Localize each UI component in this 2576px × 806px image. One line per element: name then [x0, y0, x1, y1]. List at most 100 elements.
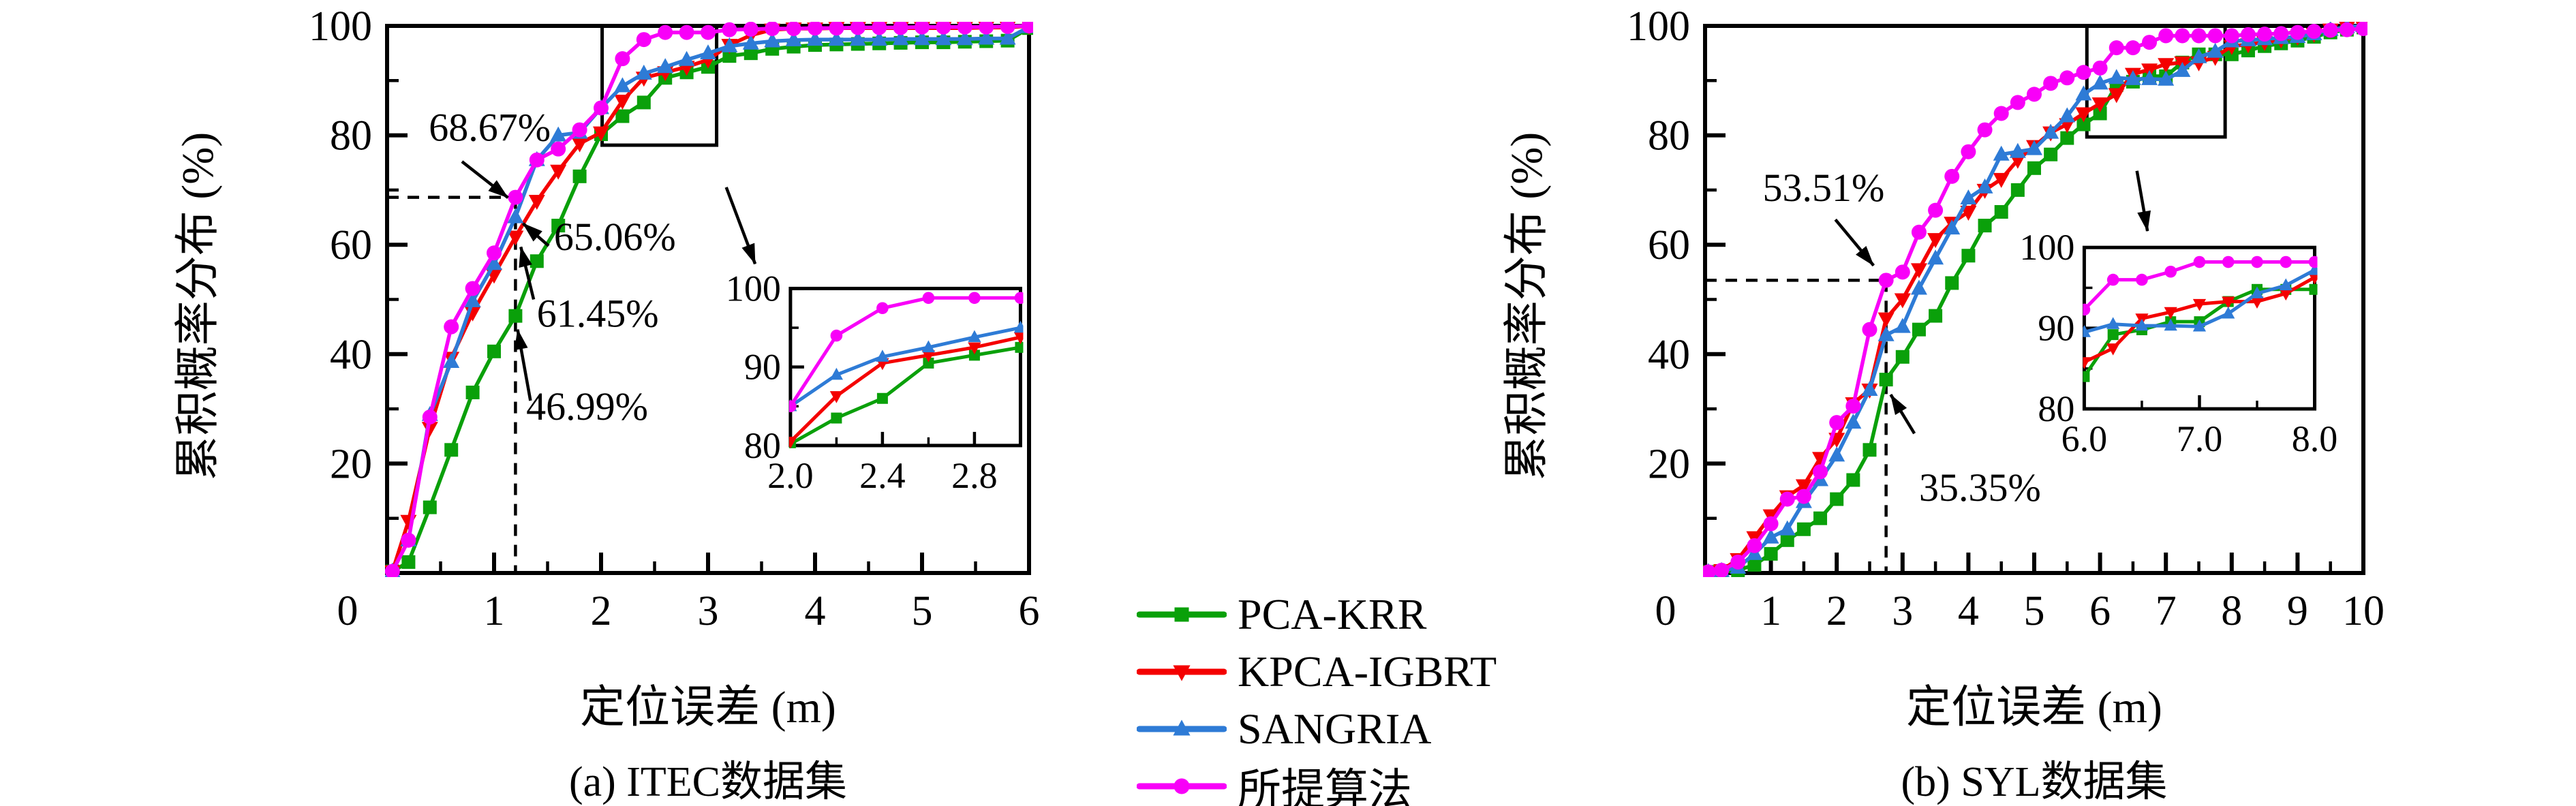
- x-tick-label: 1: [484, 588, 505, 634]
- y-tick-label: 100: [1627, 3, 1690, 50]
- marker-square: [572, 169, 587, 183]
- marker-circle: [385, 563, 400, 577]
- marker-circle: [594, 100, 609, 116]
- marker-square: [1813, 511, 1828, 525]
- x-tick-label: 1: [1760, 588, 1781, 634]
- marker-square: [1846, 473, 1860, 487]
- marker-triangle-down: [2083, 357, 2091, 369]
- inset-y-tick-label: 90: [744, 347, 781, 388]
- marker-square: [1895, 350, 1910, 364]
- marker-square: [1978, 219, 1992, 233]
- marker-circle: [2308, 255, 2318, 268]
- proposed-line-marker-icon: [1137, 778, 1227, 794]
- marker-square: [2309, 283, 2318, 295]
- marker-triangle-up: [849, 31, 866, 46]
- marker-circle: [2191, 28, 2207, 44]
- marker-triangle-up: [550, 126, 567, 142]
- marker-circle: [422, 409, 438, 425]
- marker-circle: [808, 22, 823, 36]
- inset-zoom-chart: 2.0 2.4 2.8 80 90 100: [726, 268, 1024, 496]
- marker-triangle-down: [2192, 298, 2207, 311]
- marker-circle: [2027, 87, 2042, 102]
- marker-circle: [2076, 65, 2091, 80]
- marker-triangle-up: [1762, 528, 1779, 544]
- marker-triangle-up: [2091, 74, 2109, 90]
- x-tick-label: 7: [2156, 588, 2177, 634]
- marker-circle: [743, 22, 758, 37]
- zoom-box-arrow: [2135, 170, 2151, 232]
- y-tick-label: 20: [1648, 441, 1690, 487]
- marker-triangle-up: [2222, 306, 2235, 319]
- marker-circle: [1779, 491, 1795, 507]
- marker-circle: [444, 319, 459, 335]
- marker-circle: [957, 22, 972, 35]
- marker-triangle-up: [2190, 48, 2207, 63]
- marker-triangle-up: [764, 32, 781, 48]
- marker-triangle-up: [1927, 249, 1944, 265]
- marker-triangle-up: [678, 50, 695, 66]
- marker-square: [551, 219, 566, 233]
- marker-triangle-up: [2026, 140, 2042, 155]
- inset-x-tick-label: 8.0: [2292, 418, 2338, 459]
- marker-triangle-down: [1927, 233, 1944, 249]
- marker-circle: [830, 329, 843, 342]
- marker-circle: [1747, 538, 1762, 553]
- marker-triangle-up: [2124, 69, 2141, 85]
- marker-square: [2060, 131, 2074, 145]
- marker-circle: [1845, 399, 1861, 414]
- marker-triangle-down: [2164, 307, 2177, 320]
- marker-circle: [979, 22, 994, 35]
- marker-triangle-up: [742, 34, 759, 50]
- marker-circle: [968, 292, 981, 305]
- inset-x-tick-label: 7.0: [2177, 418, 2223, 459]
- inset-series-line: [789, 345, 1021, 446]
- marker-circle: [636, 32, 651, 48]
- annotation-arrow: [521, 222, 550, 247]
- marker-triangle-up: [1013, 320, 1024, 333]
- annotation-text: 53.51%: [1762, 166, 1884, 210]
- legend-label-sangria: SANGRIA: [1238, 704, 1432, 753]
- marker-circle: [1977, 122, 1993, 138]
- marker-triangle-up: [978, 29, 995, 45]
- marker-triangle-down: [788, 436, 797, 448]
- marker-triangle-up: [828, 31, 845, 46]
- inset-x-tick-label: 2.4: [859, 455, 906, 496]
- marker-circle: [2158, 28, 2174, 44]
- y-axis-title: 累积概率分布 (%): [173, 132, 223, 480]
- inset-series-所提算法: [2083, 255, 2318, 316]
- marker-square: [876, 392, 888, 404]
- inset-series-PCA-KRR: [788, 341, 1024, 448]
- marker-circle: [1944, 168, 1960, 184]
- marker-circle: [1993, 106, 2009, 121]
- marker-circle: [2142, 35, 2158, 50]
- inset-x-tick-label: 6.0: [2061, 418, 2108, 459]
- marker-circle: [529, 152, 545, 168]
- zoom-region-box: [2085, 24, 2227, 139]
- marker-circle: [872, 22, 887, 35]
- annotation-text: 46.99%: [526, 384, 648, 429]
- marker-circle: [786, 22, 801, 37]
- marker-triangle-up: [1960, 189, 1977, 204]
- x-tick-label: 3: [1892, 588, 1913, 634]
- marker-square: [1862, 443, 1877, 457]
- marker-square: [1961, 249, 1976, 263]
- marker-circle: [2222, 255, 2235, 268]
- marker-square: [2107, 329, 2119, 341]
- marker-triangle-up: [2042, 123, 2059, 139]
- inset-series-所提算法: [788, 292, 1024, 413]
- marker-triangle-up: [2009, 142, 2026, 158]
- legend-label-kpca-igbrt: KPCA-IGBRT: [1238, 647, 1497, 696]
- marker-triangle-down: [571, 137, 588, 153]
- inset-series-group: [2083, 255, 2318, 382]
- marker-square: [1945, 276, 1959, 290]
- marker-circle: [2109, 40, 2124, 56]
- marker-circle: [1813, 464, 1828, 480]
- series-所提算法: [1703, 22, 2367, 577]
- marker-triangle-down: [528, 194, 545, 210]
- x-tick-label: 0: [1655, 588, 1676, 634]
- annotation-text: 61.45%: [537, 292, 659, 336]
- marker-square: [2010, 183, 2025, 197]
- marker-circle: [1014, 292, 1024, 305]
- marker-circle: [1730, 554, 1746, 570]
- marker-circle: [658, 25, 673, 40]
